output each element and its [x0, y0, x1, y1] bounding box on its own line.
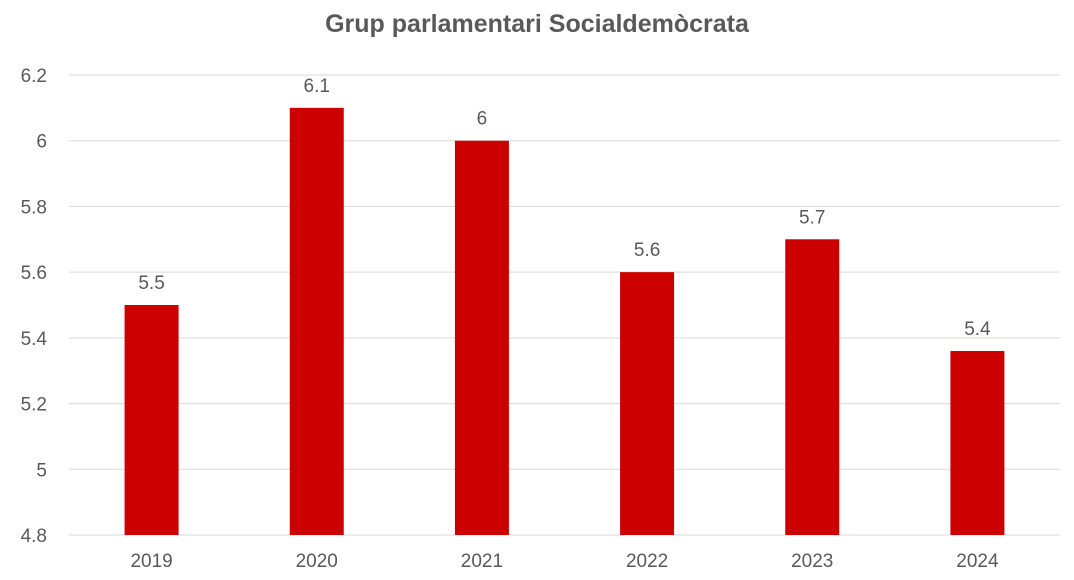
bar-2021	[454, 140, 509, 535]
chart-title: Grup parlamentari Socialdemòcrata	[325, 10, 749, 38]
bar-2024	[950, 351, 1005, 535]
x-tick-label: 2024	[956, 551, 999, 572]
bar-2020	[289, 107, 344, 535]
x-tick-label: 2023	[791, 551, 833, 572]
y-tick-label: 6	[36, 132, 47, 153]
bar-2019	[124, 305, 179, 535]
data-label: 6	[477, 109, 488, 130]
x-tick-label: 2022	[626, 551, 668, 572]
y-tick-label: 5.6	[21, 263, 47, 284]
data-label: 5.6	[634, 240, 660, 261]
data-label: 5.7	[799, 207, 825, 228]
bar-2023	[785, 239, 840, 536]
bar-2022	[620, 272, 675, 535]
y-tick-label: 4.8	[21, 526, 47, 547]
data-label: 5.5	[138, 273, 164, 294]
x-tick-label: 2020	[296, 551, 338, 572]
y-tick-label: 6.2	[21, 66, 47, 87]
y-tick-label: 5.8	[21, 197, 47, 218]
data-label: 6.1	[304, 76, 330, 97]
y-tick-label: 5.2	[21, 395, 47, 416]
x-tick-label: 2019	[130, 551, 172, 572]
y-tick-label: 5.4	[21, 329, 48, 350]
x-tick-label: 2021	[461, 551, 503, 572]
y-tick-label: 5	[36, 460, 47, 481]
data-label: 5.4	[964, 319, 991, 340]
